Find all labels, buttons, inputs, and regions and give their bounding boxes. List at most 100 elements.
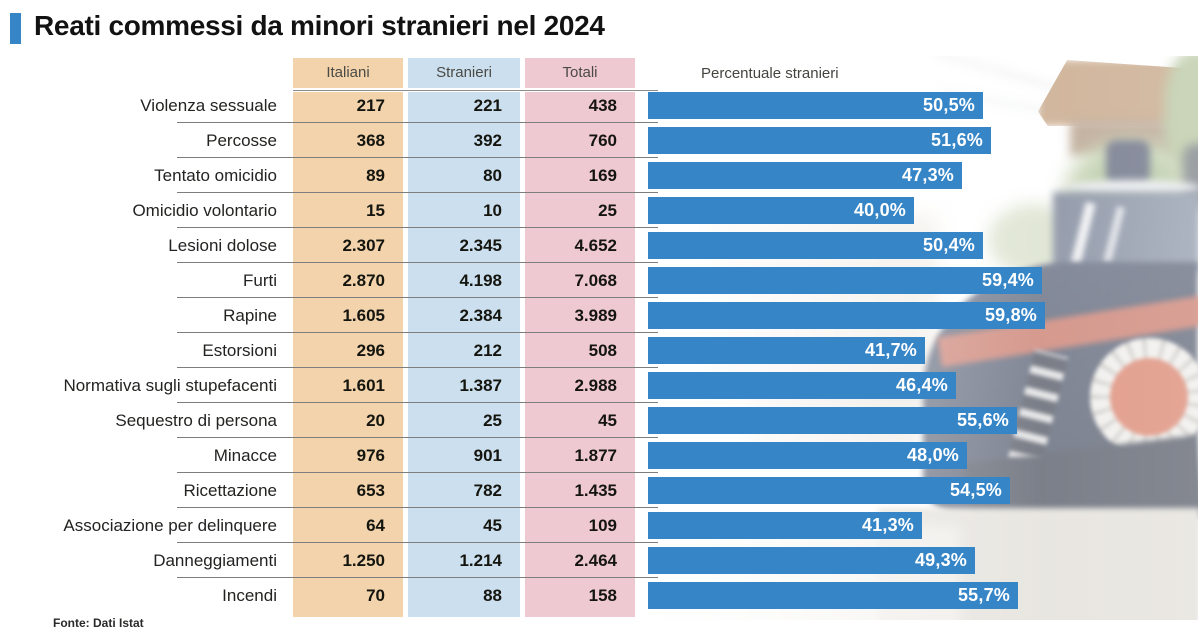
percentage-bar: 59,4%: [648, 267, 1042, 294]
cell-totali: 3.989: [574, 306, 617, 325]
row-label: Furti: [243, 271, 277, 290]
cell-stranieri: 782: [473, 481, 502, 500]
cell-stranieri: 25: [483, 411, 502, 430]
table-row: Minacce 976 901 1.877 48,0%: [0, 438, 1198, 473]
cell-totali: 1.877: [574, 446, 617, 465]
column-stripe-stranieri: [408, 92, 520, 617]
row-label: Danneggiamenti: [153, 551, 277, 570]
row-label: Omicidio volontario: [132, 201, 277, 220]
row-label: Violenza sessuale: [140, 96, 277, 115]
title-accent-bar: [10, 13, 21, 44]
percentage-bar: 54,5%: [648, 477, 1010, 504]
percentage-bar: 41,3%: [648, 512, 922, 539]
cell-italiani: 217: [356, 96, 385, 115]
cell-italiani: 1.250: [342, 551, 385, 570]
percentage-bar: 55,6%: [648, 407, 1017, 434]
table-row: Associazione per delinquere 64 45 109 41,3%: [0, 508, 1198, 543]
cell-stranieri: 221: [473, 96, 502, 115]
cell-italiani: 70: [366, 586, 385, 605]
bar-value-label: 59,8%: [984, 305, 1037, 325]
cell-italiani: 2.870: [342, 271, 385, 290]
cell-stranieri: 88: [483, 586, 502, 605]
header-divider: [293, 90, 658, 91]
column-header-italiani: Italiani: [293, 58, 403, 88]
percentage-bar: 48,0%: [648, 442, 967, 469]
table-row: Lesioni dolose 2.307 2.345 4.652 50,4%: [0, 228, 1198, 263]
row-divider: [177, 192, 658, 193]
bar-value-label: 55,7%: [957, 585, 1010, 605]
bar-value-label: 50,5%: [922, 95, 975, 115]
page-title: Reati commessi da minori stranieri nel 2…: [34, 10, 605, 41]
table-row: Percosse 368 392 760 51,6%: [0, 123, 1198, 158]
table-row: Sequestro di persona 20 25 45 55,6%: [0, 403, 1198, 438]
cell-totali: 2.464: [574, 551, 617, 570]
cell-italiani: 1.605: [342, 306, 385, 325]
bar-value-label: 51,6%: [930, 130, 983, 150]
bar-value-label: 50,4%: [922, 235, 975, 255]
row-divider: [177, 472, 658, 473]
cell-totali: 7.068: [574, 271, 617, 290]
table-row: Tentato omicidio 89 80 169 47,3%: [0, 158, 1198, 193]
bar-value-label: 48,0%: [906, 445, 959, 465]
table-row: Estorsioni 296 212 508 41,7%: [0, 333, 1198, 368]
row-divider: [177, 402, 658, 403]
row-label: Sequestro di persona: [115, 411, 277, 430]
percentage-bar: 55,7%: [648, 582, 1018, 609]
cell-totali: 45: [598, 411, 617, 430]
cell-italiani: 976: [356, 446, 385, 465]
bar-value-label: 41,3%: [861, 515, 914, 535]
row-label: Tentato omicidio: [154, 166, 277, 185]
row-divider: [177, 507, 658, 508]
row-divider: [177, 297, 658, 298]
row-divider: [177, 227, 658, 228]
cell-italiani: 296: [356, 341, 385, 360]
table-row: Ricettazione 653 782 1.435 54,5%: [0, 473, 1198, 508]
row-divider: [177, 262, 658, 263]
percentage-bar: 51,6%: [648, 127, 991, 154]
row-label: Estorsioni: [202, 341, 277, 360]
percentage-bar: 40,0%: [648, 197, 914, 224]
cell-italiani: 368: [356, 131, 385, 150]
cell-totali: 508: [588, 341, 617, 360]
cell-stranieri: 80: [483, 166, 502, 185]
row-label: Ricettazione: [183, 481, 277, 500]
row-divider: [177, 367, 658, 368]
bar-value-label: 49,3%: [914, 550, 967, 570]
table-row: Furti 2.870 4.198 7.068 59,4%: [0, 263, 1198, 298]
row-label: Normativa sugli stupefacenti: [63, 376, 277, 395]
cell-totali: 2.988: [574, 376, 617, 395]
cell-totali: 109: [588, 516, 617, 535]
cell-stranieri: 4.198: [459, 271, 502, 290]
table-row: Omicidio volontario 15 10 25 40,0%: [0, 193, 1198, 228]
cell-stranieri: 2.345: [459, 236, 502, 255]
row-label: Minacce: [213, 446, 277, 465]
row-divider: [177, 577, 658, 578]
percentage-bar: 46,4%: [648, 372, 956, 399]
cell-italiani: 20: [366, 411, 385, 430]
bar-value-label: 41,7%: [864, 340, 917, 360]
cell-totali: 169: [588, 166, 617, 185]
source-note: Fonte: Dati Istat: [53, 616, 144, 630]
cell-stranieri: 2.384: [459, 306, 502, 325]
cell-totali: 4.652: [574, 236, 617, 255]
cell-totali: 158: [588, 586, 617, 605]
column-header-totali: Totali: [525, 58, 635, 88]
cell-stranieri: 392: [473, 131, 502, 150]
cell-stranieri: 1.214: [459, 551, 502, 570]
table-row: Rapine 1.605 2.384 3.989 59,8%: [0, 298, 1198, 333]
percentage-bar: 47,3%: [648, 162, 962, 189]
table-row: Normativa sugli stupefacenti 1.601 1.387 2.…: [0, 368, 1198, 403]
table-row: Incendi 70 88 158 55,7%: [0, 578, 1198, 613]
cell-stranieri: 45: [483, 516, 502, 535]
row-divider: [177, 332, 658, 333]
cell-totali: 25: [598, 201, 617, 220]
percentage-bar: 50,4%: [648, 232, 983, 259]
bar-value-label: 40,0%: [853, 200, 906, 220]
row-label: Rapine: [223, 306, 277, 325]
bar-value-label: 59,4%: [981, 270, 1034, 290]
row-divider: [177, 157, 658, 158]
cell-stranieri: 212: [473, 341, 502, 360]
percentage-bar: 41,7%: [648, 337, 925, 364]
bar-value-label: 54,5%: [949, 480, 1002, 500]
